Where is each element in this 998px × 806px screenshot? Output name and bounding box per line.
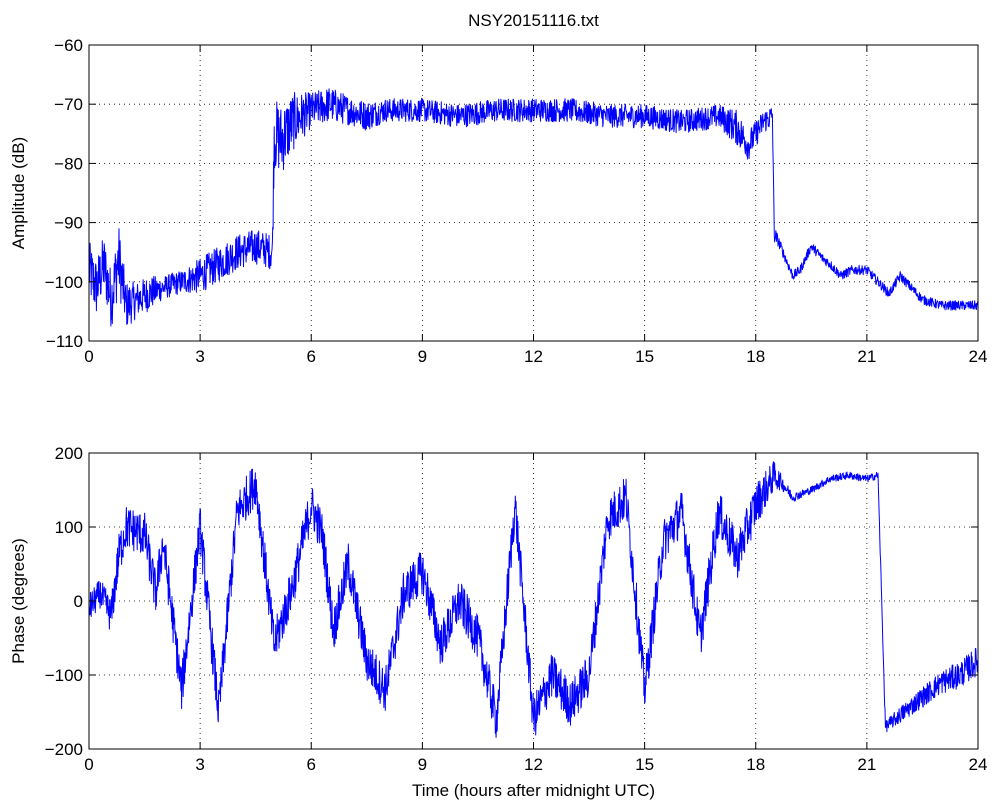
y-tick-label: 0: [74, 592, 83, 611]
amplitude-ylabel: Amplitude (dB): [9, 137, 28, 249]
x-tick-label: 0: [84, 347, 93, 366]
x-tick-label: 24: [969, 347, 988, 366]
phase-ticks: 0 3 6 9 12 15 18 21 24 −200 −100 0 100 200: [45, 444, 988, 774]
x-tick-label: 24: [969, 755, 988, 774]
x-tick-label: 18: [746, 347, 765, 366]
x-tick-label: 12: [524, 755, 543, 774]
x-tick-label: 6: [307, 755, 316, 774]
y-tick-label: −100: [45, 273, 83, 292]
phase-series: [88, 461, 979, 738]
x-tick-label: 21: [857, 755, 876, 774]
y-tick-label: 200: [55, 444, 83, 463]
y-tick-label: −100: [45, 666, 83, 685]
phase-grid: [89, 453, 978, 749]
x-tick-label: 21: [857, 347, 876, 366]
x-tick-label: 15: [635, 347, 654, 366]
amplitude-title: NSY20151116.txt: [468, 11, 599, 30]
amplitude-axes-box: [88, 44, 979, 342]
y-tick-label: −90: [54, 214, 83, 233]
x-tick-label: 9: [418, 347, 427, 366]
amplitude-series: [88, 88, 979, 327]
x-tick-label: 12: [524, 347, 543, 366]
y-tick-label: 100: [55, 518, 83, 537]
phase-ylabel: Phase (degrees): [9, 538, 28, 664]
amplitude-grid: [89, 45, 978, 341]
y-tick-label: −70: [54, 95, 83, 114]
x-tick-label: 3: [195, 755, 204, 774]
series-line-0: [88, 461, 979, 738]
x-tick-label: 3: [195, 347, 204, 366]
x-tick-label: 0: [84, 755, 93, 774]
y-tick-label: −60: [54, 36, 83, 55]
x-tick-label: 18: [746, 755, 765, 774]
x-tick-label: 9: [418, 755, 427, 774]
x-tick-label: 6: [307, 347, 316, 366]
phase-plot: Phase (degrees) Time (hours after midnig…: [9, 444, 987, 800]
x-tick-label: 15: [635, 755, 654, 774]
y-tick-label: −110: [46, 332, 83, 351]
amplitude-ticks: 0 3 6 9 12 15 18 21 24 −110 −100 −90 −80 −70 −60: [45, 36, 988, 366]
y-tick-label: −80: [54, 154, 83, 173]
y-tick-label: −200: [45, 740, 83, 759]
amplitude-plot: NSY20151116.txt Amplitude (dB) 0 3 6 9 12 15 1…: [9, 11, 987, 366]
series-line-0: [88, 88, 979, 327]
phase-axes-box: [88, 452, 979, 750]
phase-xlabel: Time (hours after midnight UTC): [412, 781, 655, 800]
